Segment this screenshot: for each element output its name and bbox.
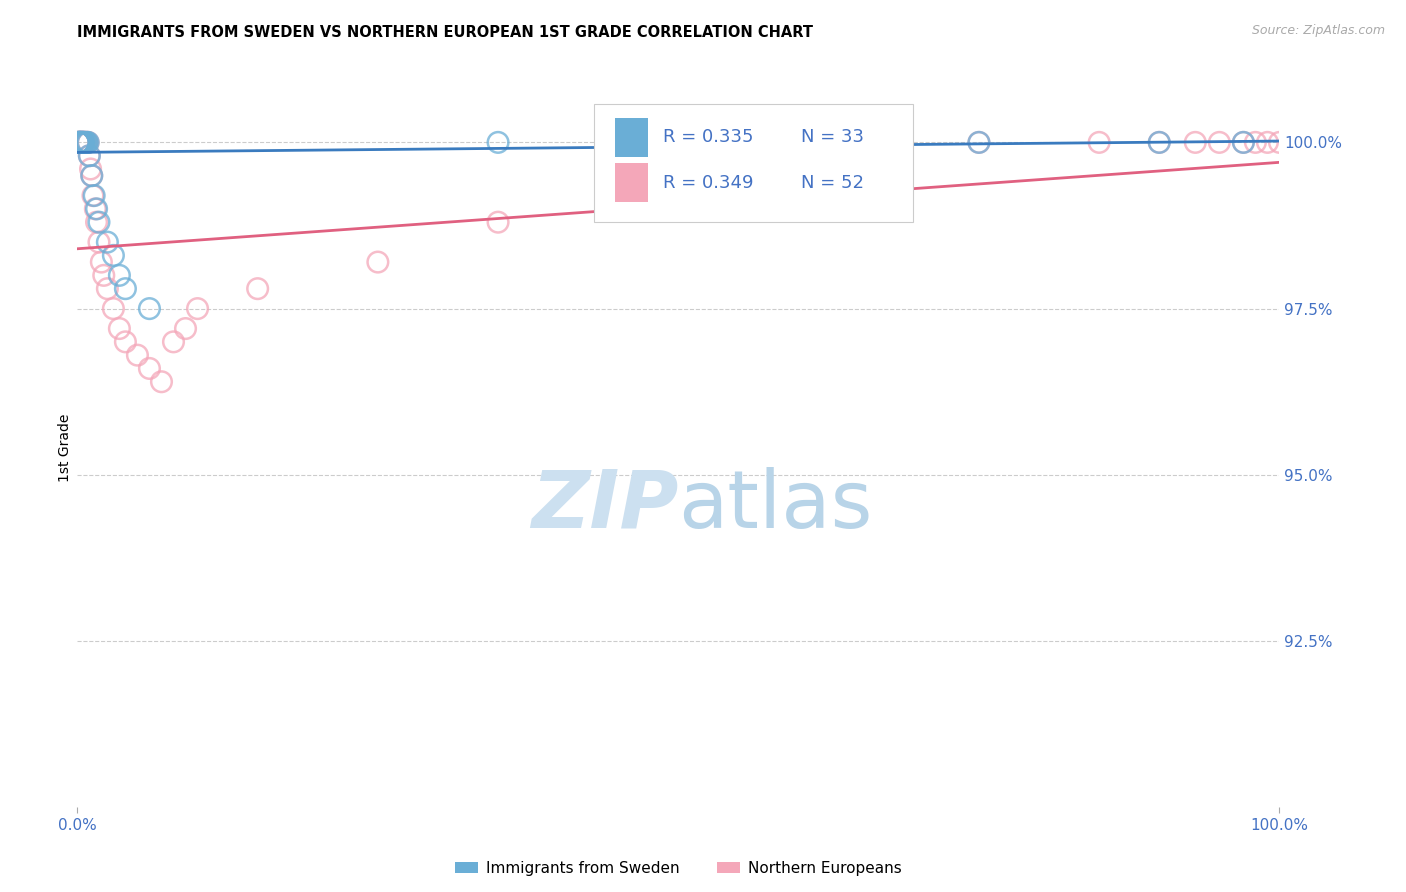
Point <box>70 136 93 150</box>
Point <box>77 136 100 150</box>
Point <box>486 215 509 229</box>
Point <box>607 136 630 150</box>
Point <box>69 136 91 150</box>
Point <box>83 188 105 202</box>
Point <box>77 136 100 150</box>
Text: Source: ZipAtlas.com: Source: ZipAtlas.com <box>1251 24 1385 37</box>
Point <box>70 136 93 150</box>
Point <box>108 321 131 335</box>
Point <box>70 136 93 150</box>
Point <box>114 282 136 296</box>
Point <box>70 136 93 150</box>
Point <box>76 136 98 150</box>
Point <box>67 136 90 150</box>
Point <box>69 136 91 150</box>
Text: R = 0.349: R = 0.349 <box>662 174 754 192</box>
Text: N = 33: N = 33 <box>801 128 865 146</box>
Point <box>86 215 108 229</box>
Point <box>1208 136 1230 150</box>
Point <box>1232 136 1254 150</box>
Point <box>93 268 115 283</box>
Point <box>69 136 91 150</box>
Point <box>127 348 149 362</box>
Point <box>1244 136 1267 150</box>
Point <box>79 149 101 163</box>
Point <box>1232 136 1254 150</box>
Point <box>1088 136 1111 150</box>
Point <box>1149 136 1171 150</box>
Point <box>114 334 136 349</box>
Point <box>138 301 160 316</box>
Point <box>70 136 93 150</box>
Point <box>72 136 94 150</box>
Text: ZIP: ZIP <box>531 467 679 545</box>
Point <box>848 136 870 150</box>
Point <box>90 255 112 269</box>
Point <box>76 136 98 150</box>
Bar <box>614 118 648 157</box>
Point <box>67 136 90 150</box>
Point <box>787 136 810 150</box>
Point <box>73 136 96 150</box>
Text: atlas: atlas <box>679 467 873 545</box>
Point <box>67 136 90 150</box>
FancyBboxPatch shape <box>595 103 912 222</box>
Point <box>70 136 93 150</box>
Point <box>162 334 184 349</box>
Point <box>67 136 90 150</box>
Point <box>1256 136 1278 150</box>
Point <box>86 202 108 216</box>
Point <box>367 255 389 269</box>
Point <box>967 136 990 150</box>
Point <box>79 161 101 176</box>
Point <box>69 136 91 150</box>
Point <box>72 136 94 150</box>
Point <box>67 136 90 150</box>
Point <box>72 136 94 150</box>
Point <box>486 136 509 150</box>
Point <box>87 235 110 249</box>
Point <box>70 136 93 150</box>
Point <box>727 136 749 150</box>
Point <box>246 282 269 296</box>
Point <box>1184 136 1206 150</box>
Point <box>87 215 110 229</box>
Point <box>103 301 125 316</box>
Point <box>70 136 93 150</box>
Point <box>1268 136 1291 150</box>
Point <box>67 136 90 150</box>
Point <box>103 248 125 262</box>
Point <box>69 136 91 150</box>
Point <box>80 169 103 183</box>
Point <box>174 321 197 335</box>
Point <box>150 375 173 389</box>
Point <box>70 136 93 150</box>
Text: IMMIGRANTS FROM SWEDEN VS NORTHERN EUROPEAN 1ST GRADE CORRELATION CHART: IMMIGRANTS FROM SWEDEN VS NORTHERN EUROP… <box>77 25 813 40</box>
Point <box>96 282 118 296</box>
Point <box>73 136 96 150</box>
Point <box>72 136 94 150</box>
Text: N = 52: N = 52 <box>801 174 865 192</box>
Legend: Immigrants from Sweden, Northern Europeans: Immigrants from Sweden, Northern Europea… <box>449 855 908 882</box>
Point <box>84 202 107 216</box>
Point <box>138 361 160 376</box>
Y-axis label: 1st Grade: 1st Grade <box>58 414 72 483</box>
Point <box>73 136 96 150</box>
Point <box>75 136 97 150</box>
Point <box>79 149 101 163</box>
Bar <box>614 163 648 202</box>
Point <box>96 235 118 249</box>
Point <box>82 188 104 202</box>
Point <box>72 136 94 150</box>
Point <box>75 136 97 150</box>
Point <box>70 136 93 150</box>
Point <box>108 268 131 283</box>
Point <box>967 136 990 150</box>
Point <box>1149 136 1171 150</box>
Point <box>69 136 91 150</box>
Point <box>80 169 103 183</box>
Text: R = 0.335: R = 0.335 <box>662 128 754 146</box>
Point <box>187 301 209 316</box>
